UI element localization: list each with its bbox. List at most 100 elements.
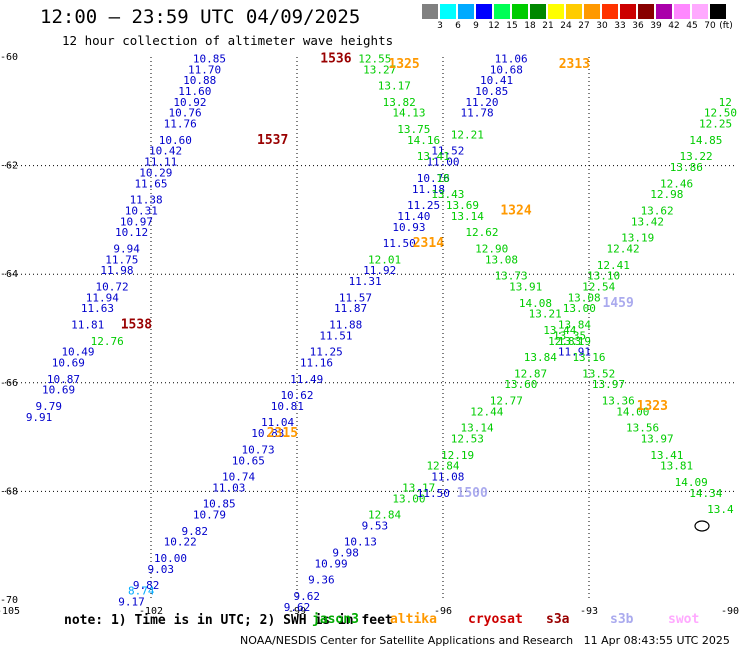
wave-height-value: 9.36 — [308, 574, 335, 587]
wave-height-value: 13.41 — [650, 449, 683, 462]
wave-height-value: 9.82 — [182, 525, 209, 538]
wave-height-value: 13.52 — [582, 367, 615, 380]
pass-time-label: 1323 — [637, 399, 668, 414]
wave-height-value: 13.17 — [402, 481, 435, 494]
wave-height-value: 13.84 — [524, 351, 557, 364]
wave-height-value: 13.81 — [660, 460, 693, 473]
wave-height-value: 10.76 — [169, 107, 202, 120]
wave-height-value: 9.03 — [147, 563, 174, 576]
legend-swatch — [674, 4, 690, 19]
wave-height-value: 11.87 — [334, 302, 367, 315]
wave-height-value: 11.51 — [319, 329, 352, 342]
legend-swatch — [638, 4, 654, 19]
lat-tick-label: -60 — [0, 52, 18, 63]
wave-height-value: 10.74 — [222, 471, 255, 484]
wave-height-value: 9.98 — [332, 547, 359, 560]
legend-tick-label: 33 — [614, 21, 626, 31]
wave-height-value: 13.69 — [446, 199, 479, 212]
pass-time-label: 1537 — [257, 133, 288, 148]
wave-height-value: 11.25 — [310, 346, 343, 359]
wave-height-value: 14.08 — [519, 297, 552, 310]
wave-height-value: 9.91 — [26, 411, 53, 424]
legend-tick-label: 12 — [488, 21, 500, 31]
wave-height-value: 12.44 — [470, 405, 503, 418]
pass-time-label: 1459 — [603, 296, 634, 311]
satellite-legend: jason3 altika cryosat s3a s3b swot — [0, 612, 740, 630]
legend-swatch — [422, 4, 438, 19]
lon-tick-label: -105 — [0, 606, 20, 617]
legend-swatch — [656, 4, 672, 19]
lon-tick-label: -99 — [288, 606, 306, 617]
wave-height-value: 11.49 — [290, 373, 323, 386]
lon-tick-label: -102 — [139, 606, 163, 617]
wave-height-value: 10.69 — [42, 384, 75, 397]
wave-height-value: 12.46 — [660, 177, 693, 190]
legend-tick-label: 3 — [437, 21, 443, 31]
wave-height-value: 12.54 — [582, 280, 615, 293]
footnote: note: 1) Time is in UTC; 2) SWH is in fe… — [64, 613, 393, 628]
wave-height-value: 10.99 — [315, 557, 348, 570]
wave-height-value: 12.21 — [451, 128, 484, 141]
wave-height-value: 11.16 — [300, 357, 333, 370]
wave-height-value: 13.97 — [641, 433, 674, 446]
wave-height-value: 12.84 — [426, 460, 459, 473]
wave-height-value: 9.82 — [133, 579, 160, 592]
wave-height-value: 11.00 — [426, 156, 459, 169]
wave-height-value: 10.87 — [47, 373, 80, 386]
wave-height-value: 11.70 — [188, 63, 221, 76]
satellite-name-swot: swot — [668, 612, 700, 627]
lat-tick-label: -70 — [0, 595, 18, 606]
wave-height-value: 11.92 — [363, 264, 396, 277]
wave-height-value: 13.27 — [363, 63, 396, 76]
wave-height-value: 12.98 — [650, 188, 683, 201]
wave-height-value: 11.57 — [339, 291, 372, 304]
satellite-name-altika: altika — [390, 612, 437, 627]
wave-height-value: 14.16 — [407, 134, 440, 147]
wave-height-value: 13.82 — [383, 96, 416, 109]
wave-height-value: 12.50 — [704, 107, 737, 120]
legend-swatch — [548, 4, 564, 19]
wave-height-value: 13.36 — [602, 395, 635, 408]
legend-tick-label: 6 — [455, 21, 461, 31]
satellite-name-jason3: jason3 — [312, 612, 359, 627]
map-axis-labels: -105 -102 -99 -96 -93 -90 -60 -62 -64 -66 -68 -70 — [0, 52, 739, 617]
wave-height-value: 13.4 — [707, 503, 734, 516]
wave-height-value: 13.14 — [461, 422, 494, 435]
wave-height-value: 11.11 — [144, 156, 177, 169]
wave-height-value: 13.21 — [529, 308, 562, 321]
legend-tick-label: 21 — [542, 21, 554, 31]
pass-time-label: 1538 — [121, 318, 152, 333]
pass-time-label: 1325 — [388, 57, 419, 72]
wave-height-value: 13.35 — [553, 329, 586, 342]
wave-height-value: 10.83 — [251, 427, 284, 440]
legend-swatch — [476, 4, 492, 19]
wave-height-value: 14.13 — [392, 107, 425, 120]
wave-height-value: 10.93 — [392, 221, 425, 234]
legend-tick-label: 30 — [596, 21, 608, 31]
wave-height-value: 12.55 — [358, 52, 391, 65]
wave-height-value: 10.65 — [232, 454, 265, 467]
wave-height-value: 13.41 — [417, 150, 450, 163]
wave-height-value: 10.13 — [344, 536, 377, 549]
wave-height-value: 9.79 — [36, 400, 63, 413]
wave-height-value: 18 — [436, 172, 449, 185]
wave-height-value: 11.31 — [349, 275, 382, 288]
wave-height-value: 13.14 — [451, 210, 484, 223]
wave-height-value: 11.75 — [105, 253, 138, 266]
wave-height-value: 13.00 — [392, 492, 425, 505]
legend-tick-label: 42 — [668, 21, 680, 31]
wave-height-value: 12.76 — [91, 335, 124, 348]
wave-height-value: 13.08 — [485, 253, 518, 266]
wave-height-value: 10.12 — [115, 226, 148, 239]
wave-height-value: 11.20 — [465, 96, 498, 109]
wave-height-value: 12.41 — [597, 259, 630, 272]
wave-height-value: 10.31 — [125, 204, 158, 217]
wave-height-value: 11.81 — [71, 319, 104, 332]
wave-height-value: 14.09 — [675, 476, 708, 489]
legend-swatch — [494, 4, 510, 19]
island-outline — [694, 520, 710, 532]
wave-height-value: 10.92 — [173, 96, 206, 109]
wave-height-value: 14.34 — [689, 487, 722, 500]
wave-height-value: 11.50 — [383, 237, 416, 250]
